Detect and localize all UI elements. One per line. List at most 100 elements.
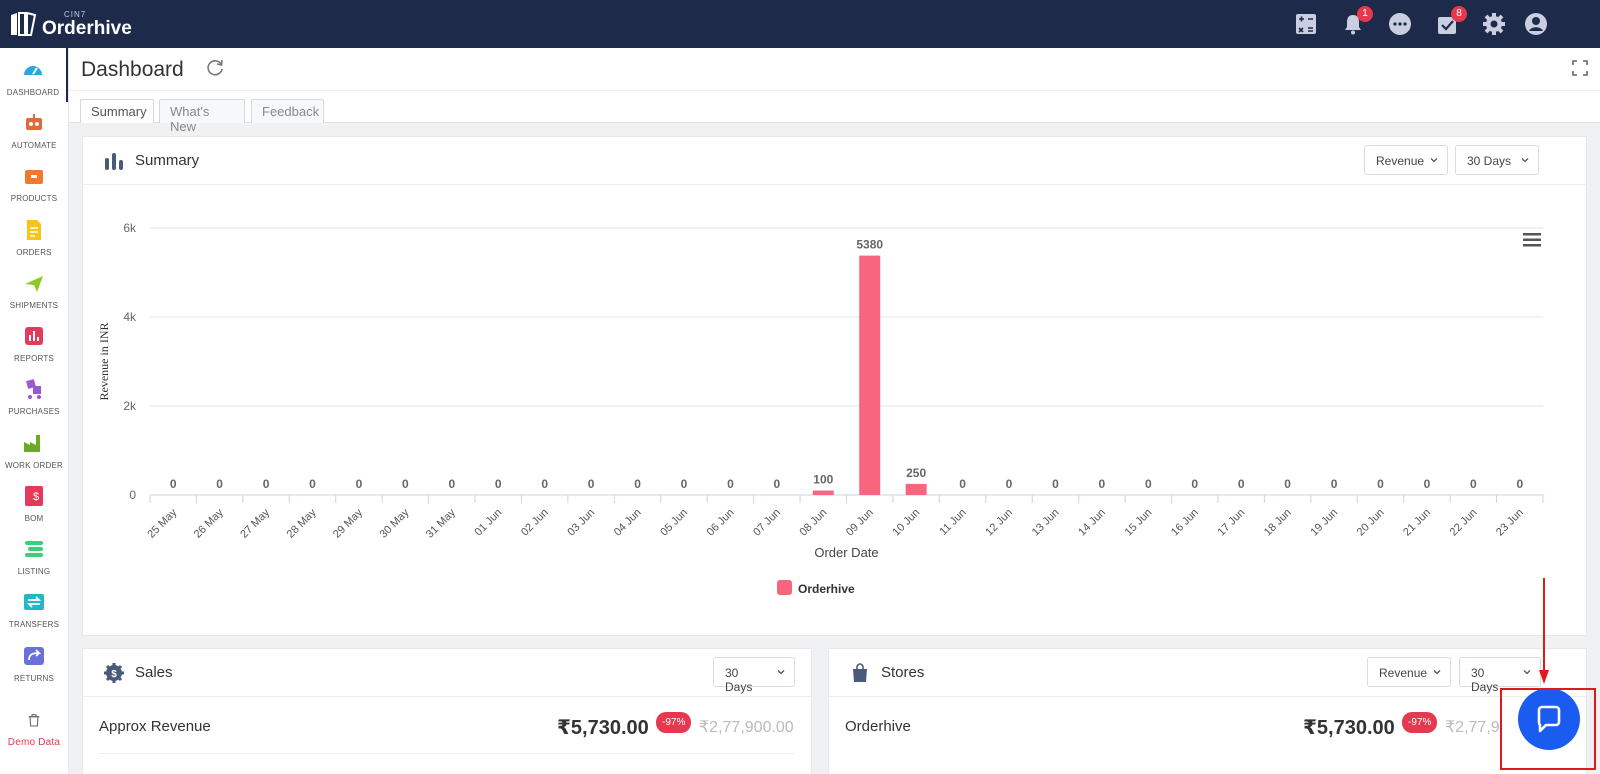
stores-metric-dropdown[interactable]: Revenue	[1367, 657, 1451, 687]
x-tick-label: 10 Jun	[890, 507, 922, 539]
chat-bubble-icon	[1537, 705, 1561, 733]
x-tick-label: 02 Jun	[519, 507, 551, 539]
x-tick-label: 06 Jun	[705, 507, 737, 539]
data-label: 5380	[856, 238, 883, 252]
stores-card-header: Stores Revenue 30 Days	[829, 649, 1586, 697]
data-label: 0	[1284, 477, 1291, 491]
legend-label: Orderhive	[798, 582, 855, 596]
chart-menu-icon[interactable]	[1523, 233, 1541, 247]
trash-icon	[22, 708, 46, 731]
summary-card: Summary Revenue 30 Days 0 2k 4k 6k Revenue i…	[82, 136, 1587, 636]
data-label: 100	[813, 473, 833, 487]
report-icon	[22, 324, 46, 348]
sidebar-item-automate[interactable]: AUTOMATE	[0, 101, 68, 155]
x-tick-label: 21 Jun	[1401, 507, 1433, 539]
chat-widget-button[interactable]	[1518, 688, 1580, 750]
sales-range-value: 30 Days	[725, 666, 753, 694]
sidebar-item-reports[interactable]: REPORTS	[0, 314, 68, 368]
page-title: Dashboard	[81, 58, 184, 81]
tasks-icon[interactable]: 8	[1433, 6, 1467, 38]
bar	[859, 255, 881, 495]
tab-summary[interactable]: Summary	[80, 99, 154, 123]
approx-revenue-label: Approx Revenue	[99, 718, 211, 735]
x-tick-label: 31 May	[424, 506, 458, 540]
data-label: 0	[1424, 477, 1431, 491]
tab-feedback[interactable]: Feedback	[251, 99, 324, 123]
x-tick-label: 14 Jun	[1076, 507, 1108, 539]
x-tick-label: 25 May	[145, 506, 179, 540]
tab-whats-new[interactable]: What's New	[159, 99, 245, 134]
data-label: 0	[356, 477, 363, 491]
data-label: 0	[1331, 477, 1338, 491]
bell-icon[interactable]: 1	[1339, 6, 1373, 38]
stores-card: Stores Revenue 30 Days Orderhive ₹5,730.…	[828, 648, 1587, 774]
refresh-icon[interactable]	[205, 58, 225, 78]
sidebar: DASHBOARD AUTOMATE PRODUCTS ORDERS SHIPMENTS…	[0, 48, 69, 774]
summary-card-header: Summary Revenue 30 Days	[83, 137, 1586, 185]
summary-title: Summary	[135, 152, 200, 169]
bar	[905, 483, 927, 495]
sidebar-item-demo-data[interactable]: Demo Data	[0, 694, 68, 748]
data-label: 0	[309, 477, 316, 491]
revenue-chart: 0 2k 4k 6k Revenue in INR 0 25 May 0 26 May 0 27 M…	[97, 221, 1544, 596]
y-axis-label: Revenue in INR	[97, 323, 111, 401]
data-label: 0	[1099, 477, 1106, 491]
sales-range-dropdown[interactable]: 30 Days	[713, 657, 795, 694]
svg-text:$: $	[111, 669, 117, 680]
x-tick-label: 12 Jun	[983, 507, 1015, 539]
x-tick-label: 15 Jun	[1123, 507, 1155, 539]
x-tick-label: 11 Jun	[937, 507, 968, 538]
sidebar-item-purchases[interactable]: PURCHASES	[0, 367, 68, 421]
chevron-down-icon	[1521, 158, 1529, 163]
stores-amount: ₹5,730.00	[1303, 717, 1395, 739]
gear-icon[interactable]	[1480, 10, 1508, 38]
sidebar-item-label: WORK ORDER	[5, 461, 63, 470]
sidebar-item-listing[interactable]: LISTING	[0, 527, 68, 581]
sidebar-item-orders[interactable]: ORDERS	[0, 208, 68, 262]
dashboard-icon	[21, 58, 45, 82]
y-tick-label: 4k	[123, 310, 137, 324]
sidebar-item-bom[interactable]: $ BOM	[0, 474, 68, 528]
data-label: 0	[1191, 477, 1198, 491]
sidebar-item-shipments[interactable]: SHIPMENTS	[0, 261, 68, 315]
x-tick-label: 20 Jun	[1355, 507, 1387, 539]
user-icon[interactable]	[1522, 10, 1550, 38]
x-tick-label: 17 Jun	[1215, 507, 1247, 539]
sidebar-item-work-order[interactable]: WORK ORDER	[0, 421, 68, 475]
fullscreen-icon[interactable]	[1572, 60, 1588, 76]
brand-small: CIN7	[64, 9, 87, 19]
data-label: 0	[541, 477, 548, 491]
summary-metric-dropdown[interactable]: Revenue	[1364, 145, 1448, 175]
app-logo[interactable]: CIN7 Orderhive	[8, 6, 132, 42]
x-tick-label: 18 Jun	[1262, 507, 1294, 539]
sidebar-item-products[interactable]: PRODUCTS	[0, 154, 68, 208]
sidebar-item-returns[interactable]: RETURNS	[0, 634, 68, 688]
chevron-down-icon	[1430, 158, 1438, 163]
data-label: 0	[402, 477, 409, 491]
sidebar-item-label: RETURNS	[13, 674, 55, 683]
data-label: 0	[1516, 477, 1523, 491]
chevron-down-icon	[1523, 670, 1531, 675]
x-tick-label: 05 Jun	[658, 507, 690, 539]
sales-amount: ₹5,730.00	[557, 717, 649, 739]
summary-range-dropdown[interactable]: 30 Days	[1455, 145, 1539, 175]
sidebar-item-label: BOM	[24, 514, 44, 523]
sidebar-item-transfers[interactable]: TRANSFERS	[0, 580, 68, 634]
logo-icon	[11, 11, 37, 36]
bar	[812, 490, 834, 495]
sales-change-badge: -97%	[656, 712, 692, 733]
sidebar-item-label: PURCHASES	[8, 407, 60, 416]
sidebar-item-label: ORDERS	[16, 248, 52, 257]
calculator-icon[interactable]	[1292, 10, 1320, 38]
sales-card-header: $ Sales 30 Days	[83, 649, 811, 697]
shopping-bag-icon	[853, 663, 867, 682]
chat-icon[interactable]	[1386, 10, 1414, 38]
y-tick-label: 6k	[123, 221, 137, 235]
sidebar-item-dashboard[interactable]: DASHBOARD	[0, 48, 68, 102]
data-label: 0	[1006, 477, 1013, 491]
data-label: 0	[216, 477, 223, 491]
stores-range-dropdown[interactable]: 30 Days	[1459, 657, 1541, 694]
data-label: 0	[1470, 477, 1477, 491]
top-navbar: CIN7 Orderhive 1 8	[0, 0, 1600, 48]
stores-change-badge: -97%	[1402, 712, 1438, 733]
